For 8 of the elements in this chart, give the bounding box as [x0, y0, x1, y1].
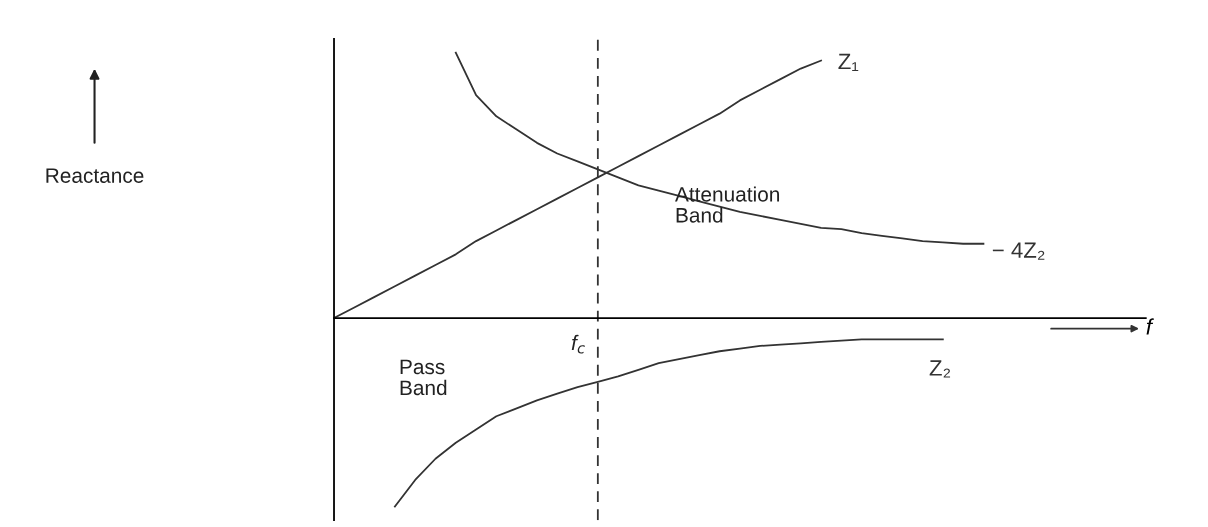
- text: Reactance: [46, 168, 144, 183]
- series-label: − 4Z₂: [992, 242, 1045, 260]
- annotation: f$_{c}$: [571, 334, 585, 354]
- x-axis-title: f: [1146, 318, 1154, 335]
- series-label: Z₁: [838, 53, 859, 71]
- annotation: Pass Band: [400, 359, 447, 396]
- annotation: Attenuation Band: [675, 186, 780, 223]
- series-label: Z₂: [929, 360, 951, 378]
